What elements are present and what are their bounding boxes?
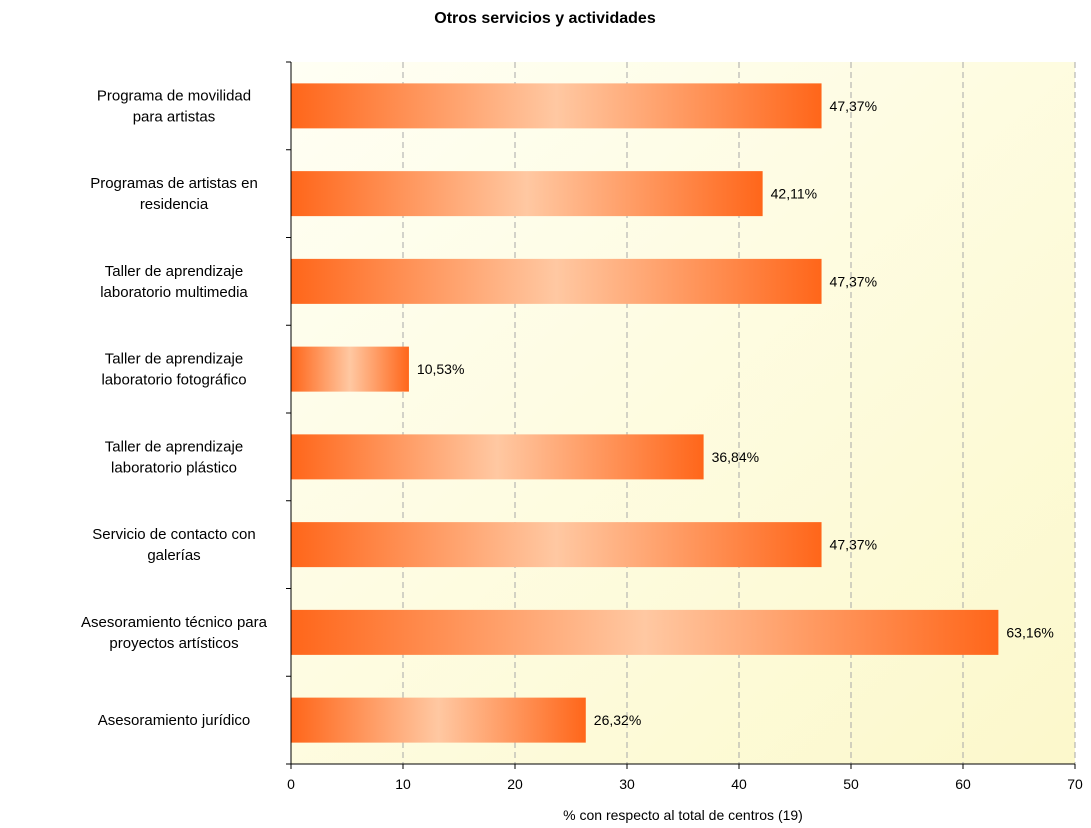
category-label: Taller de aprendizaje laboratorio fotográ…: [101, 351, 246, 389]
category-label: Asesoramiento técnico para proyectos artí…: [81, 614, 268, 652]
x-tick-label: 40: [731, 776, 747, 792]
category-label: Programa de movilidad para artistas: [97, 87, 251, 125]
category-label: Asesoramiento jurídico: [98, 712, 251, 729]
axes: [286, 61, 1076, 769]
bar: [291, 258, 822, 304]
x-tick-label: 50: [843, 776, 859, 792]
data-label: 42,11%: [771, 186, 817, 202]
x-tick-label: 0: [287, 776, 295, 792]
data-label: 47,37%: [830, 537, 877, 553]
bar: [291, 697, 586, 743]
data-label: 47,37%: [830, 98, 877, 114]
bars: [291, 83, 999, 743]
data-label: 26,32%: [594, 712, 641, 728]
data-label: 10,53%: [417, 361, 464, 377]
bar: [291, 171, 763, 217]
x-axis-title: % con respecto al total de centros (19): [563, 807, 803, 823]
labels: Programa de movilidad para artistas 47,37%…: [81, 87, 1083, 792]
chart-title: Otros servicios y actividades: [434, 10, 656, 27]
data-label: 63,16%: [1006, 624, 1053, 640]
x-tick-label: 20: [507, 776, 523, 792]
category-label: Taller de aprendizaje laboratorio multime…: [100, 263, 248, 301]
bar: [291, 522, 822, 568]
x-tick-label: 10: [395, 776, 411, 792]
bar: [291, 83, 822, 129]
x-tick-label: 60: [955, 776, 971, 792]
x-tick-label: 30: [619, 776, 635, 792]
bar: [291, 609, 999, 655]
plot-area: [291, 62, 1075, 764]
category-label: Servicio de contacto con galerías: [92, 526, 255, 564]
bar: [291, 434, 704, 480]
data-label: 36,84%: [712, 449, 759, 465]
bar: [291, 346, 409, 392]
category-label: Programas de artistas en residencia: [90, 175, 258, 213]
x-tick-label: 70: [1067, 776, 1083, 792]
category-label: Taller de aprendizaje laboratorio plástic…: [105, 438, 243, 476]
data-label: 47,37%: [830, 273, 877, 289]
